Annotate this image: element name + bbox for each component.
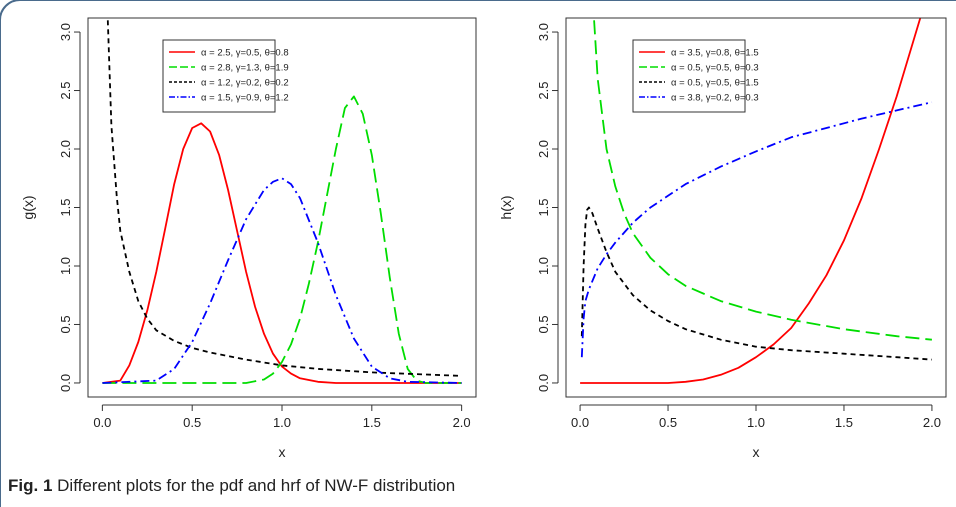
pdf-y-tick-label: 1.0 — [58, 257, 73, 275]
hrf-x-tick-label: 0.5 — [659, 415, 677, 430]
pdf-y-axis-label: g(x) — [20, 195, 36, 219]
hrf-series-4-line — [580, 101, 933, 358]
hrf-legend-entry: α = 3.8, γ=0.2, θ=0.3 — [671, 93, 759, 104]
pdf-x-tick-label: 0.0 — [93, 415, 111, 430]
figure-border — [0, 0, 956, 21]
pdf-plot-box — [87, 17, 477, 398]
hrf-y-tick-label: 2.0 — [536, 140, 551, 158]
pdf-y-tick-label: 2.0 — [58, 140, 73, 158]
hrf-y-tick-label: 2.5 — [536, 81, 551, 99]
pdf-legend-entry: α = 2.5, γ=0.5, θ=0.8 — [201, 48, 289, 59]
hrf-series-2-line — [593, 20, 932, 341]
pdf-x-axis-label: x — [279, 444, 286, 460]
pdf-legend-entry: α = 1.5, γ=0.9, θ=1.2 — [201, 93, 289, 104]
hrf-x-tick-label: 1.5 — [835, 415, 853, 430]
caption-text: Different plots for the pdf and hrf of N… — [57, 476, 456, 495]
pdf-y-tick-label: 0.0 — [58, 374, 73, 392]
pdf-y-tick-label: 1.5 — [58, 198, 73, 216]
hrf-x-tick-label: 1.0 — [747, 415, 765, 430]
hrf-plot-box — [565, 17, 947, 398]
pdf-x-tick-label: 0.5 — [183, 415, 201, 430]
pdf-legend-entry: α = 1.2, γ=0.2, θ=0.2 — [201, 78, 289, 89]
hrf-x-tick-label: 2.0 — [923, 415, 941, 430]
pdf-x-tick-label: 1.5 — [363, 415, 381, 430]
hrf-y-tick-label: 1.0 — [536, 257, 551, 275]
hrf-plot: 0.0 0.5 1.0 1.5 2.0 x 0.0 0.5 1.0 1.5 2.0 2.5 3.0 h(x… — [498, 17, 947, 460]
hrf-x-axis-label: x — [753, 444, 760, 460]
pdf-y-tick-label: 2.5 — [58, 81, 73, 99]
pdf-legend-entry: α = 2.8, γ=1.3, θ=1.9 — [201, 63, 289, 74]
hrf-legend-entry: α = 0.5, γ=0.5, θ=0.3 — [671, 63, 759, 74]
hrf-y-tick-label: 1.5 — [536, 198, 551, 216]
pdf-x-tick-label: 1.0 — [273, 415, 291, 430]
pdf-series-4-line — [102, 177, 462, 384]
hrf-y-tick-label: 0.0 — [536, 374, 551, 392]
hrf-series-3-line — [580, 206, 932, 361]
figure-caption: Fig. 1 Different plots for the pdf and h… — [8, 476, 455, 496]
pdf-y-tick-label: 3.0 — [58, 23, 73, 41]
pdf-series-1-line — [102, 122, 462, 384]
hrf-y-axis-label: h(x) — [498, 195, 514, 219]
pdf-plot: 0.0 0.5 1.0 1.5 2.0 x 0.0 0.5 1.0 1.5 2.0 2.5 3.0 g(x… — [20, 17, 477, 460]
hrf-x-tick-label: 0.0 — [571, 415, 589, 430]
hrf-series-1-line — [580, 18, 922, 384]
hrf-y-tick-label: 3.0 — [536, 23, 551, 41]
hrf-y-tick-label: 0.5 — [536, 315, 551, 333]
hrf-legend-entry: α = 3.5, γ=0.8, θ=1.5 — [671, 48, 759, 59]
pdf-series-2-line — [102, 95, 462, 384]
hrf-legend-entry: α = 0.5, γ=0.5, θ=1.5 — [671, 78, 759, 89]
caption-label: Fig. 1 — [8, 476, 53, 495]
pdf-legend-box — [162, 39, 276, 113]
pdf-x-tick-label: 2.0 — [453, 415, 471, 430]
pdf-y-tick-label: 0.5 — [58, 315, 73, 333]
pdf-series-3-line — [106, 20, 462, 377]
